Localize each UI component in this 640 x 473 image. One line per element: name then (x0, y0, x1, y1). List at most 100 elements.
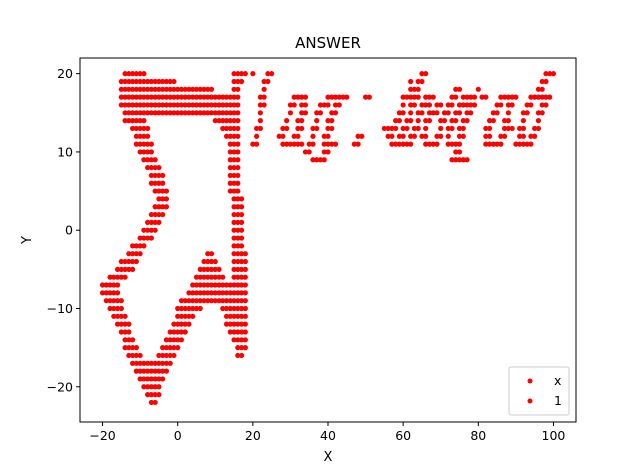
data-point (464, 118, 470, 124)
data-point (227, 157, 233, 163)
data-point (295, 118, 301, 124)
data-point (220, 118, 226, 124)
data-point (238, 235, 245, 241)
data-point (528, 102, 534, 108)
data-point (317, 157, 324, 163)
data-point (295, 125, 301, 132)
data-point (182, 102, 188, 108)
data-point (235, 172, 241, 179)
data-point (543, 94, 549, 100)
data-point (329, 141, 335, 147)
data-point (231, 110, 237, 116)
data-point (513, 94, 519, 100)
data-point (231, 329, 237, 335)
data-point (464, 157, 470, 163)
data-point (302, 110, 309, 116)
data-point (182, 321, 188, 327)
data-point (235, 157, 241, 163)
data-point (118, 94, 124, 100)
data-point (299, 102, 305, 108)
data-point (208, 102, 215, 108)
data-point (145, 102, 151, 108)
data-point (160, 102, 166, 108)
data-point (141, 102, 147, 108)
data-point (502, 133, 508, 139)
data-point (400, 141, 406, 147)
data-point (167, 329, 173, 335)
data-point (242, 258, 248, 265)
data-point (171, 345, 177, 351)
data-point (178, 94, 185, 100)
data-point (208, 86, 215, 92)
data-point (186, 298, 192, 304)
data-point (114, 266, 121, 272)
data-point (171, 94, 177, 100)
data-point (163, 110, 170, 116)
data-point (238, 337, 245, 343)
data-point (227, 180, 233, 186)
data-point (227, 172, 233, 179)
data-point (148, 180, 154, 186)
data-point (171, 321, 177, 327)
data-point (175, 102, 181, 108)
data-point (408, 110, 414, 116)
data-point (130, 345, 136, 351)
data-point (141, 360, 147, 366)
data-point (137, 133, 143, 139)
data-point (238, 227, 245, 233)
data-point (208, 110, 215, 116)
data-point (438, 133, 444, 139)
data-point (141, 157, 147, 163)
data-point (254, 141, 260, 147)
data-point (182, 305, 188, 312)
data-point (133, 110, 139, 116)
data-point (156, 164, 162, 171)
data-point (231, 125, 237, 132)
data-point (517, 133, 523, 139)
data-point (182, 86, 188, 92)
data-point (238, 321, 245, 327)
data-point (193, 94, 200, 100)
data-point (227, 313, 233, 319)
data-point (547, 94, 553, 100)
data-point (212, 266, 218, 272)
data-point (130, 360, 136, 366)
data-point (223, 110, 230, 116)
data-point (130, 337, 136, 343)
data-point (227, 188, 233, 194)
data-point (160, 110, 166, 116)
data-point (287, 110, 294, 116)
data-point (137, 125, 143, 132)
data-point (201, 282, 207, 288)
x-tick-label: 40 (320, 428, 336, 443)
data-point (107, 282, 113, 288)
data-point (295, 133, 301, 139)
data-point (148, 110, 154, 116)
data-point (163, 360, 170, 366)
data-point (220, 305, 226, 312)
data-point (130, 71, 136, 77)
data-point (468, 110, 474, 116)
data-point (201, 266, 207, 272)
data-point (299, 94, 305, 100)
data-point (197, 102, 203, 108)
data-point (201, 94, 207, 100)
data-point (231, 227, 237, 233)
data-point (532, 94, 538, 100)
data-point (122, 118, 128, 124)
data-point (148, 211, 154, 218)
data-point (118, 78, 124, 85)
data-point (231, 235, 237, 241)
data-point (178, 305, 185, 312)
data-point (126, 258, 132, 265)
data-point (145, 368, 151, 374)
data-point (287, 102, 294, 108)
data-point (103, 282, 109, 288)
data-point (524, 110, 530, 116)
data-point (539, 102, 545, 108)
data-point (486, 118, 493, 124)
data-point (396, 133, 402, 139)
data-point (242, 274, 248, 280)
data-point (314, 118, 320, 124)
data-point (148, 392, 154, 398)
